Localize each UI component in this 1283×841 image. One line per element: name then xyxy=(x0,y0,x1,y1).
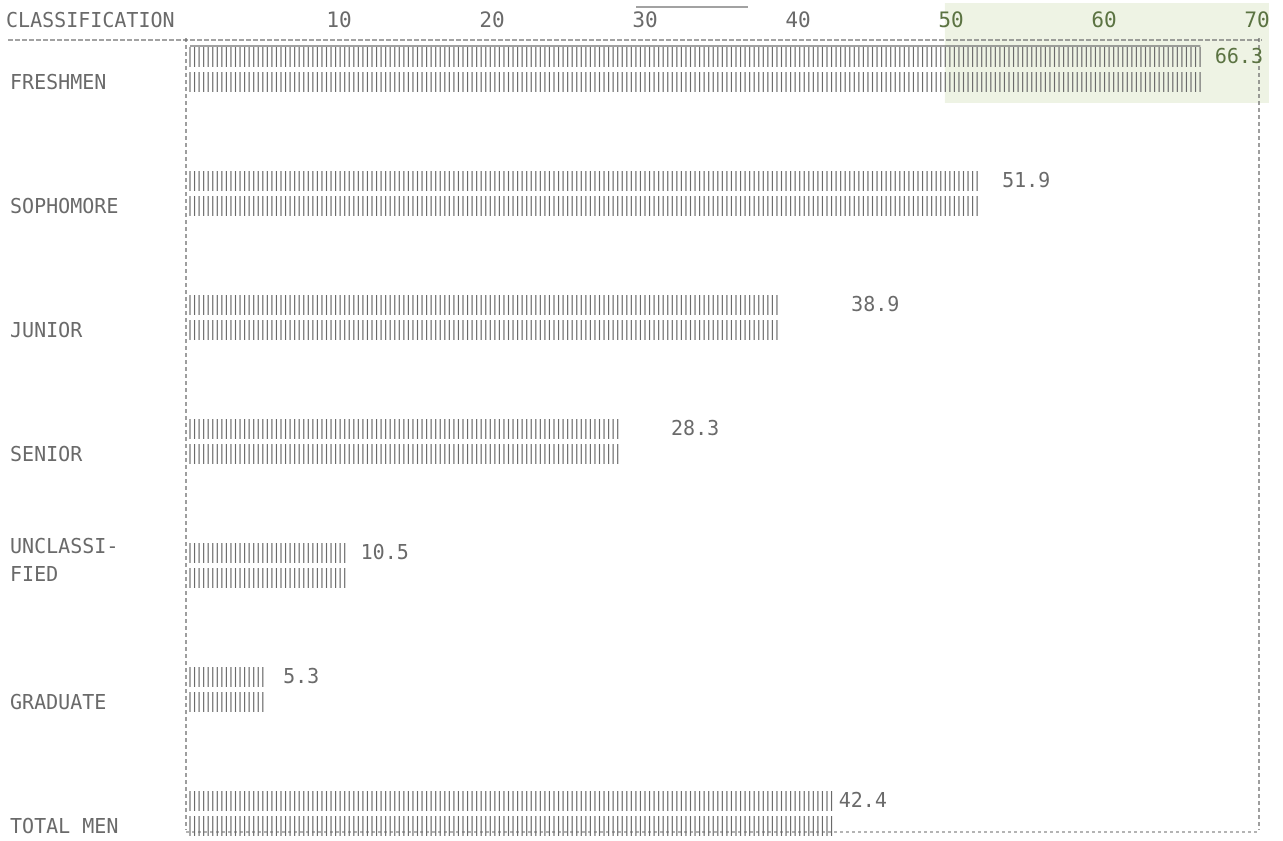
value-label-2: 51.9 xyxy=(1002,168,1050,192)
bar-1-row-2 xyxy=(189,72,1201,92)
bar-5-row-1 xyxy=(189,543,346,563)
value-label-1: 66.3 xyxy=(1215,44,1263,68)
value-label-5: 10.5 xyxy=(361,540,409,564)
x-tick-label-50: 50 xyxy=(938,8,963,32)
x-tick-label-20: 20 xyxy=(479,8,504,32)
bar-2-row-2 xyxy=(189,196,978,216)
bar-6-row-2 xyxy=(189,692,264,712)
bar-4-row-2 xyxy=(189,444,619,464)
bar-3 xyxy=(189,295,778,340)
bar-3-row-1 xyxy=(189,295,778,315)
labels: FRESHMEN SOPHOMORE JUNIOR SENIOR UNCLASSI-FI… xyxy=(10,44,1263,838)
x-tick-label-10: 10 xyxy=(326,8,351,32)
bar-7-row-1 xyxy=(189,791,833,811)
value-label-6: 5.3 xyxy=(283,664,319,688)
category-label-1: FRESHMEN xyxy=(10,70,106,94)
value-label-3: 38.9 xyxy=(851,292,899,316)
bar-6 xyxy=(189,667,264,712)
bar-5-row-2 xyxy=(189,568,346,588)
bar-4 xyxy=(189,419,619,464)
bar-6-row-1 xyxy=(189,667,264,687)
value-label-7: 42.4 xyxy=(839,788,887,812)
bar-7 xyxy=(189,791,833,836)
bar-2-row-1 xyxy=(189,171,978,191)
bar-3-row-2 xyxy=(189,320,778,340)
category-label-3: JUNIOR xyxy=(10,318,83,342)
x-tick-label-30: 30 xyxy=(632,8,657,32)
highlight-region xyxy=(944,3,1269,103)
bar-2 xyxy=(189,171,978,216)
highlight-band xyxy=(944,3,1269,103)
header-label: CLASSIFICATION xyxy=(6,8,175,32)
bar-5 xyxy=(189,543,346,588)
bar-7-row-2 xyxy=(189,816,833,836)
x-tick-label-70: 70 xyxy=(1244,8,1269,32)
category-label-7: TOTAL MEN xyxy=(10,814,118,838)
bars xyxy=(189,45,1201,836)
category-label-6: GRADUATE xyxy=(10,690,106,714)
bar-1 xyxy=(189,45,1201,92)
bar-4-row-1 xyxy=(189,419,619,439)
category-label-4: SENIOR xyxy=(10,442,83,466)
category-label-5: UNCLASSI-FIED xyxy=(10,534,118,586)
category-label-2: SOPHOMORE xyxy=(10,194,118,218)
x-tick-label-40: 40 xyxy=(785,8,810,32)
value-label-4: 28.3 xyxy=(671,416,719,440)
bar-1-row-1 xyxy=(189,47,1201,67)
chart-frame xyxy=(8,6,1262,833)
x-tick-label-60: 60 xyxy=(1091,8,1116,32)
x-axis: 10 20 30 40 50 60 70 xyxy=(326,8,1269,32)
